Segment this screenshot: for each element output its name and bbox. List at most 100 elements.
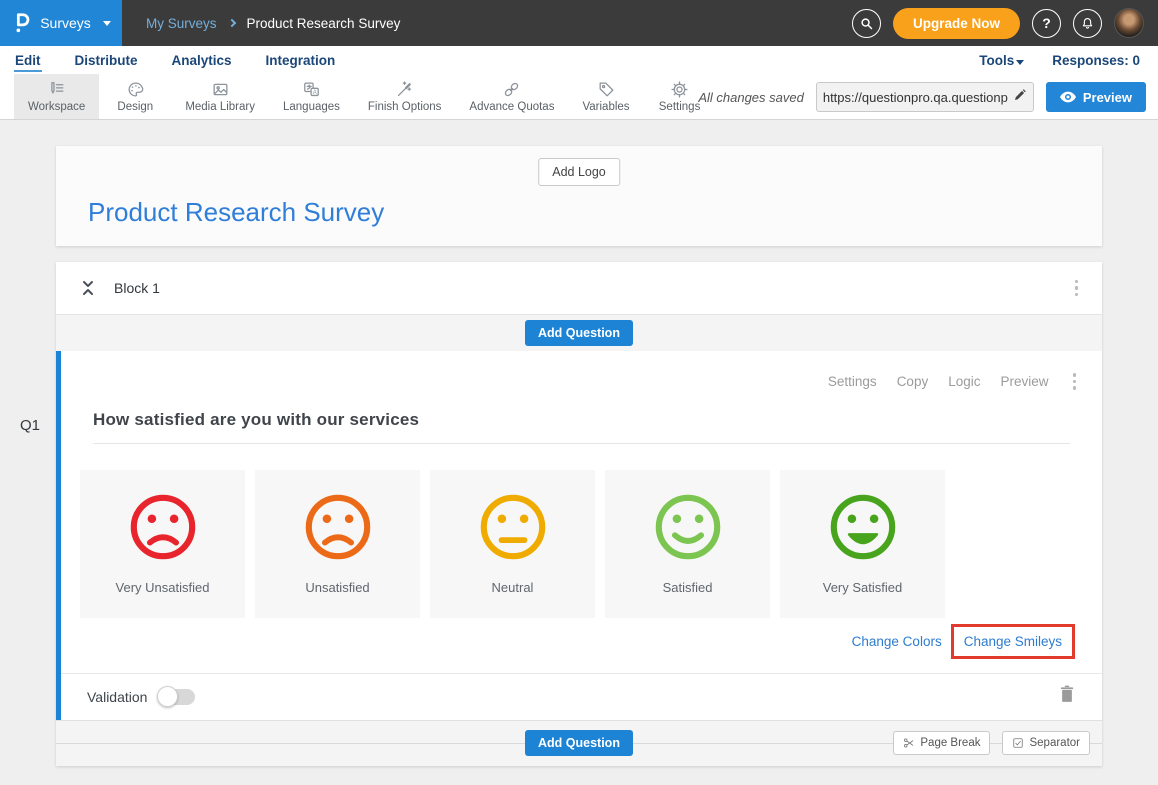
smiley-option-card[interactable]: Neutral (430, 470, 595, 618)
chevron-right-icon (227, 19, 235, 27)
palette-icon (126, 80, 145, 99)
bell-icon (1080, 16, 1095, 31)
collapse-block-icon[interactable] (80, 279, 96, 297)
svg-text:A: A (313, 90, 317, 96)
scissors-icon (903, 737, 915, 749)
question-settings-link[interactable]: Settings (828, 374, 877, 389)
magic-wand-icon (395, 80, 414, 99)
tab-distribute[interactable]: Distribute (74, 49, 139, 72)
question-copy-link[interactable]: Copy (897, 374, 929, 389)
smiley-config-links: Change Colors Change Smileys (61, 624, 1102, 659)
smiley-option-card[interactable]: Very Satisfied (780, 470, 945, 618)
toolbar-item-label: Advance Quotas (469, 101, 554, 113)
tab-edit[interactable]: Edit (14, 49, 42, 72)
edit-toolbar: Workspace Design Media Library A Languag… (0, 74, 1158, 120)
breadcrumb-current-survey: Product Research Survey (247, 16, 401, 31)
question-menu-kebab-icon[interactable] (1069, 369, 1081, 394)
annotation-highlight-box: Change Smileys (951, 624, 1075, 659)
editor-canvas: Add Logo Product Research Survey Block 1… (0, 120, 1158, 766)
search-button[interactable] (852, 9, 881, 38)
toolbar-item-workspace[interactable]: Workspace (14, 74, 99, 119)
breadcrumb: My Surveys Product Research Survey (146, 16, 400, 31)
validation-toggle[interactable] (159, 689, 195, 705)
user-avatar[interactable] (1114, 8, 1144, 38)
smiley-face-icon (301, 490, 375, 564)
add-question-button-top[interactable]: Add Question (525, 320, 633, 346)
help-button[interactable]: ? (1032, 9, 1061, 38)
smiley-option-label: Satisfied (663, 580, 713, 595)
add-question-button-bottom[interactable]: Add Question (525, 730, 633, 756)
smiley-option-card[interactable]: Unsatisfied (255, 470, 420, 618)
delete-question-button[interactable] (1058, 684, 1076, 709)
change-smileys-link[interactable]: Change Smileys (964, 634, 1062, 649)
question-title[interactable]: How satisfied are you with our services (93, 410, 1070, 430)
upgrade-now-button[interactable]: Upgrade Now (893, 8, 1020, 39)
survey-url-input[interactable] (823, 90, 1013, 105)
responses-count[interactable]: Responses: 0 (1052, 53, 1140, 68)
question-logic-link[interactable]: Logic (948, 374, 980, 389)
breadcrumb-my-surveys[interactable]: My Surveys (146, 16, 217, 31)
validation-label: Validation (87, 689, 147, 705)
caret-down-icon (103, 21, 111, 26)
add-question-strip-top: Add Question (56, 315, 1102, 351)
add-logo-button[interactable]: Add Logo (538, 158, 620, 186)
toolbar-item-languages[interactable]: A Languages (269, 74, 354, 119)
caret-down-icon (1016, 60, 1024, 65)
smiley-face-icon (651, 490, 725, 564)
help-label: ? (1042, 15, 1051, 31)
search-icon (859, 16, 874, 31)
image-icon (211, 80, 230, 99)
block-card: Block 1 Add Question Q1 Settings Copy Lo… (56, 262, 1102, 766)
toolbar-item-label: Variables (582, 101, 629, 113)
toolbar-item-label: Design (117, 101, 153, 113)
toolbar-item-label: Finish Options (368, 101, 442, 113)
section-nav: Edit Distribute Analytics Integration To… (0, 46, 1158, 74)
tools-dropdown[interactable]: Tools (979, 53, 1024, 68)
translate-icon: A (302, 80, 321, 99)
smiley-face-icon (826, 490, 900, 564)
smiley-options-row: Very Unsatisfied Unsatisfied Neutral Satisf… (80, 470, 1102, 618)
smiley-face-icon (476, 490, 550, 564)
strip-right-buttons: Page Break Separator (893, 731, 1090, 755)
separator-button[interactable]: Separator (1002, 731, 1090, 755)
tab-analytics[interactable]: Analytics (171, 49, 233, 72)
question-card-q1: Q1 Settings Copy Logic Preview How satis… (56, 351, 1102, 720)
toolbar-item-label: Languages (283, 101, 340, 113)
block-title[interactable]: Block 1 (114, 280, 160, 296)
toolbar-item-label: Settings (659, 101, 701, 113)
question-preview-link[interactable]: Preview (1000, 374, 1048, 389)
survey-title[interactable]: Product Research Survey (88, 197, 384, 228)
change-colors-link[interactable]: Change Colors (852, 634, 942, 649)
add-question-strip-bottom: Add Question Page Break Separator (56, 720, 1102, 766)
app-menu-label: Surveys (40, 15, 91, 31)
preview-button[interactable]: Preview (1046, 82, 1146, 112)
tab-integration[interactable]: Integration (265, 49, 337, 72)
app-logo-menu[interactable]: Surveys (0, 0, 122, 46)
toolbar-item-media-library[interactable]: Media Library (171, 74, 269, 119)
topbar-actions: Upgrade Now ? (852, 8, 1144, 39)
save-status: All changes saved (698, 90, 804, 105)
smiley-option-label: Very Unsatisfied (116, 580, 210, 595)
block-header: Block 1 (56, 262, 1102, 315)
smiley-option-label: Very Satisfied (823, 580, 903, 595)
eye-icon (1060, 91, 1076, 103)
toolbar-item-variables[interactable]: Variables (568, 74, 643, 119)
toolbar-right: All changes saved Preview (698, 74, 1146, 120)
tag-icon (597, 80, 616, 99)
questionpro-logo-icon (11, 10, 33, 36)
checkbox-icon (1012, 737, 1024, 749)
block-menu-kebab-icon[interactable] (1071, 276, 1083, 301)
smiley-option-card[interactable]: Very Unsatisfied (80, 470, 245, 618)
toolbar-item-design[interactable]: Design (99, 74, 171, 119)
toolbar-item-finish-options[interactable]: Finish Options (354, 74, 456, 119)
notifications-button[interactable] (1073, 9, 1102, 38)
smiley-face-icon (126, 490, 200, 564)
toolbar-item-advance-quotas[interactable]: Advance Quotas (455, 74, 568, 119)
smiley-option-card[interactable]: Satisfied (605, 470, 770, 618)
toggle-knob (157, 686, 178, 707)
validation-row: Validation (61, 674, 1102, 720)
question-index-label: Q1 (20, 417, 40, 434)
edit-url-pencil-icon[interactable] (1013, 88, 1027, 107)
smiley-option-label: Unsatisfied (305, 580, 369, 595)
page-break-button[interactable]: Page Break (893, 731, 990, 755)
